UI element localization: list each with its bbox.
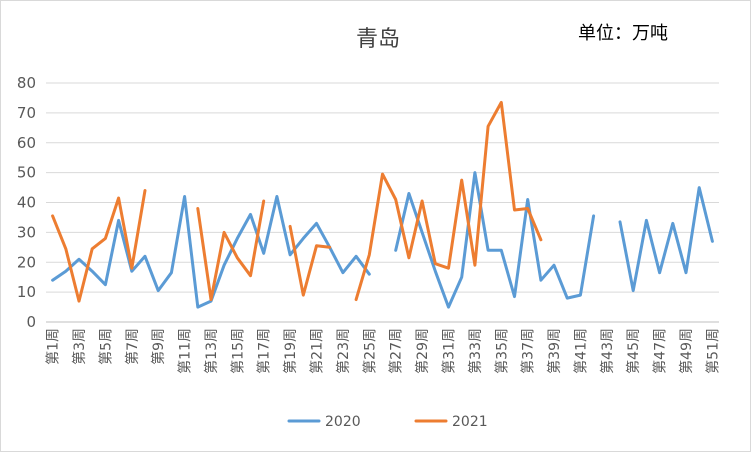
x-tick-label: 第13周 bbox=[203, 328, 220, 374]
x-tick-label: 第27周 bbox=[388, 328, 405, 374]
x-tick-label: 第19周 bbox=[282, 328, 299, 374]
x-tick-label: 第11周 bbox=[177, 328, 194, 374]
x-tick-label: 第43周 bbox=[599, 328, 616, 374]
x-tick-label: 第47周 bbox=[652, 328, 669, 374]
series-2020-line-segment-0 bbox=[51, 195, 371, 309]
x-tick-label: 第3周 bbox=[71, 328, 88, 365]
x-tick-label: 第39周 bbox=[546, 328, 563, 374]
x-tick-label: 第35周 bbox=[493, 328, 510, 374]
x-tick-label: 第49周 bbox=[678, 328, 695, 374]
x-tick-label: 第23周 bbox=[335, 328, 352, 374]
series-2021-line-segment-3 bbox=[354, 100, 543, 302]
y-axis-ticks: 0 10 20 30 40 50 60 70 80 bbox=[17, 74, 36, 331]
series-2021-line-segment-2 bbox=[288, 224, 332, 297]
series-2021-line-segment-0 bbox=[51, 189, 147, 303]
x-tick-label: 第31周 bbox=[440, 328, 457, 374]
x-tick-label: 第1周 bbox=[45, 328, 62, 365]
y-tick-label-0: 0 bbox=[26, 313, 36, 331]
x-tick-label: 第37周 bbox=[520, 328, 537, 374]
x-tick-label: 第41周 bbox=[572, 328, 589, 374]
x-tick-label: 第15周 bbox=[229, 328, 246, 374]
y-tick-label-60: 60 bbox=[17, 134, 36, 152]
series-2020-line-segment-1 bbox=[394, 171, 596, 309]
x-tick-label: 第5周 bbox=[97, 328, 114, 365]
x-tick-label: 第51周 bbox=[704, 328, 721, 374]
y-tick-label-80: 80 bbox=[17, 74, 36, 92]
x-tick-label: 第33周 bbox=[467, 328, 484, 374]
legend: 2020 2021 bbox=[287, 414, 488, 430]
y-tick-label-40: 40 bbox=[17, 194, 36, 212]
chart-title: 青岛 bbox=[356, 27, 400, 52]
gridlines bbox=[46, 82, 719, 323]
x-axis-ticks: 第1周 第3周 第5周 第7周 第9周 第11周 第13周 第15周 第17周 第19周 第21周第… bbox=[45, 328, 722, 374]
x-tick-label: 第7周 bbox=[124, 328, 141, 365]
series-2020-line-segment-2 bbox=[618, 186, 714, 293]
y-tick-label-20: 20 bbox=[17, 253, 36, 271]
y-tick-label-10: 10 bbox=[17, 283, 36, 301]
x-tick-label: 第45周 bbox=[625, 328, 642, 374]
x-tick-label: 第17周 bbox=[256, 328, 273, 374]
series-lines bbox=[51, 100, 714, 309]
x-tick-label: 第29周 bbox=[414, 328, 431, 374]
legend-label-2020: 2020 bbox=[325, 414, 361, 430]
x-tick-label: 第9周 bbox=[150, 328, 167, 365]
y-tick-label-30: 30 bbox=[17, 223, 36, 241]
unit-label: 单位：万吨 bbox=[578, 23, 668, 44]
x-tick-label: 第21周 bbox=[309, 328, 326, 374]
legend-label-2021: 2021 bbox=[452, 414, 488, 430]
x-tick-label: 第25周 bbox=[361, 328, 378, 374]
y-tick-label-50: 50 bbox=[17, 164, 36, 182]
y-tick-label-70: 70 bbox=[17, 104, 36, 122]
series-2021-line-segment-1 bbox=[196, 199, 266, 302]
